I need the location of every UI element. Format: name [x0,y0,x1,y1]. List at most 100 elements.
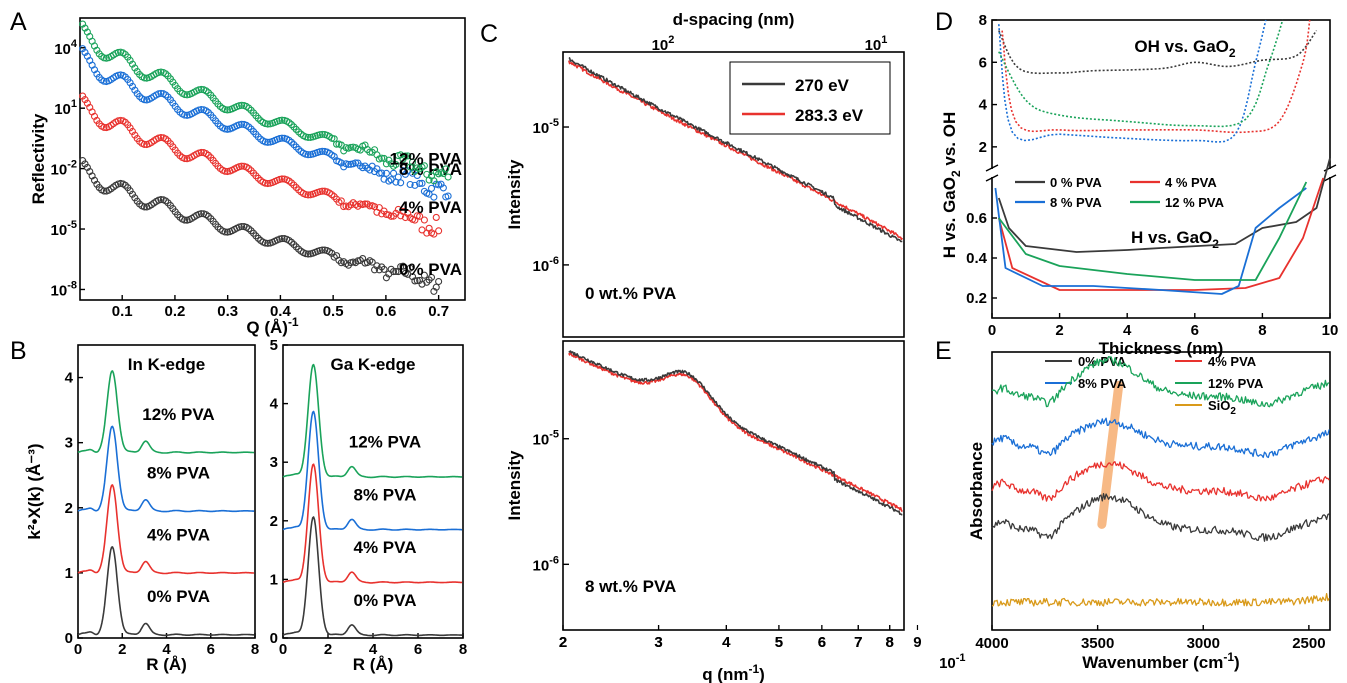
data-point [264,239,272,247]
data-point [221,125,229,133]
data-point [214,162,222,170]
data-point [292,183,300,192]
x-tick-label: 0.6 [375,303,396,320]
top-x-tick-label: 101 [865,34,888,54]
y-tick-label: 1 [270,571,278,588]
data-point [264,179,272,188]
data-point [354,202,362,210]
data-point [126,124,134,132]
y-tick-label: 8 [979,12,987,29]
x-tick-label: 8 [1258,322,1266,339]
data-point [278,175,286,183]
data-point [261,179,269,187]
data-point [378,154,386,162]
y-tick-label: 101 [54,98,77,118]
data-point [401,152,409,160]
y-tick-label: 6 [979,54,987,71]
data-point [197,85,205,93]
data-point [221,167,229,175]
data-point [418,280,426,288]
y-axis-label: H vs. GaO2 vs. OH [940,112,963,259]
data-point [95,120,103,128]
panel-title: Ga K-edge [330,355,415,374]
data-point [100,77,108,85]
upper-title: OH vs. GaO2 [1134,37,1235,60]
x-tick-label: 6 [1191,322,1199,339]
data-point [337,197,345,205]
series-line [991,355,1330,408]
x-axis-label: Thickness (nm) [1099,339,1224,358]
data-point [382,274,390,282]
data-point [385,156,393,164]
series-label: 0% PVA [399,260,462,279]
data-point [264,138,272,146]
panel-c-frame [562,51,905,338]
series-line [282,410,463,531]
data-point [181,90,189,99]
data-point [100,187,108,195]
x-tick-label: 5 [775,634,783,651]
x-tick-label: 5 [775,634,783,651]
x-tick-label: 0.2 [165,303,186,320]
data-point [418,179,426,187]
y-tick-label: 0.6 [966,210,987,227]
x-tick-label: 8 [886,634,894,651]
data-point [304,250,312,258]
series-line [568,350,903,516]
data-point [427,184,436,192]
x-tick-label: 0.5 [323,303,344,320]
data-point [444,173,452,181]
y-tick-label: 0 [65,630,73,647]
data-point [435,277,443,286]
data-point [432,283,440,291]
legend-label: 8 % PVA [1050,195,1102,210]
y-axis-label: Reflectivity [29,113,48,204]
top-x-axis-label: d-spacing (nm) [673,10,795,29]
data-point [292,243,300,251]
data-point [95,184,103,192]
data-point [304,133,312,141]
x-tick-label: 2 [559,634,567,651]
data-point [290,181,298,189]
data-point [157,133,165,142]
x-tick-label: 4 [722,634,731,651]
series-label: 4% PVA [354,538,417,557]
panel-d-depth-profile: 0 2 4 6 8 10 2 4 6 8 0.2 0.4 0.6 Thickness (nm) H vs. … [940,12,1338,358]
data-point [126,187,134,195]
y-tick-label: 4 [270,396,279,413]
x-tick-label: 3000 [1187,635,1220,652]
y-tick-label: 1 [65,565,73,582]
panel-label-b: B [10,337,27,365]
legend-label: 283.3 eV [795,106,864,125]
data-point [197,148,205,156]
series-label: 0% PVA [354,591,417,610]
data-point [408,158,417,166]
data-point [140,140,148,148]
data-point [261,239,269,247]
data-point [221,228,229,236]
x-tick-label: 3500 [1081,635,1114,652]
axis-break-mark [1323,174,1337,182]
data-point [140,74,148,82]
data-point [423,278,431,286]
y-tick-label: 10-5 [533,117,559,137]
data-point [318,130,326,138]
data-point [181,154,189,163]
series-upper-line [1001,19,1311,134]
x-tick-label: 8 [251,641,259,658]
y-tick-label: 5 [270,337,278,354]
x-axis-label: q (nm-1) [702,662,765,683]
legend-label: 12 % PVA [1165,195,1225,210]
data-point [430,177,438,185]
data-point [214,223,222,231]
data-point [368,258,376,266]
x-tick-label: 0 [279,641,287,658]
data-point [254,133,262,141]
legend-label: 4 % PVA [1165,175,1217,190]
data-point [278,116,286,124]
series-label: 12% PVA [142,405,214,424]
data-point [380,265,388,273]
y-tick-label: 10-6 [533,554,559,574]
data-point [427,273,436,281]
x-tick-label: 8 [459,641,467,658]
